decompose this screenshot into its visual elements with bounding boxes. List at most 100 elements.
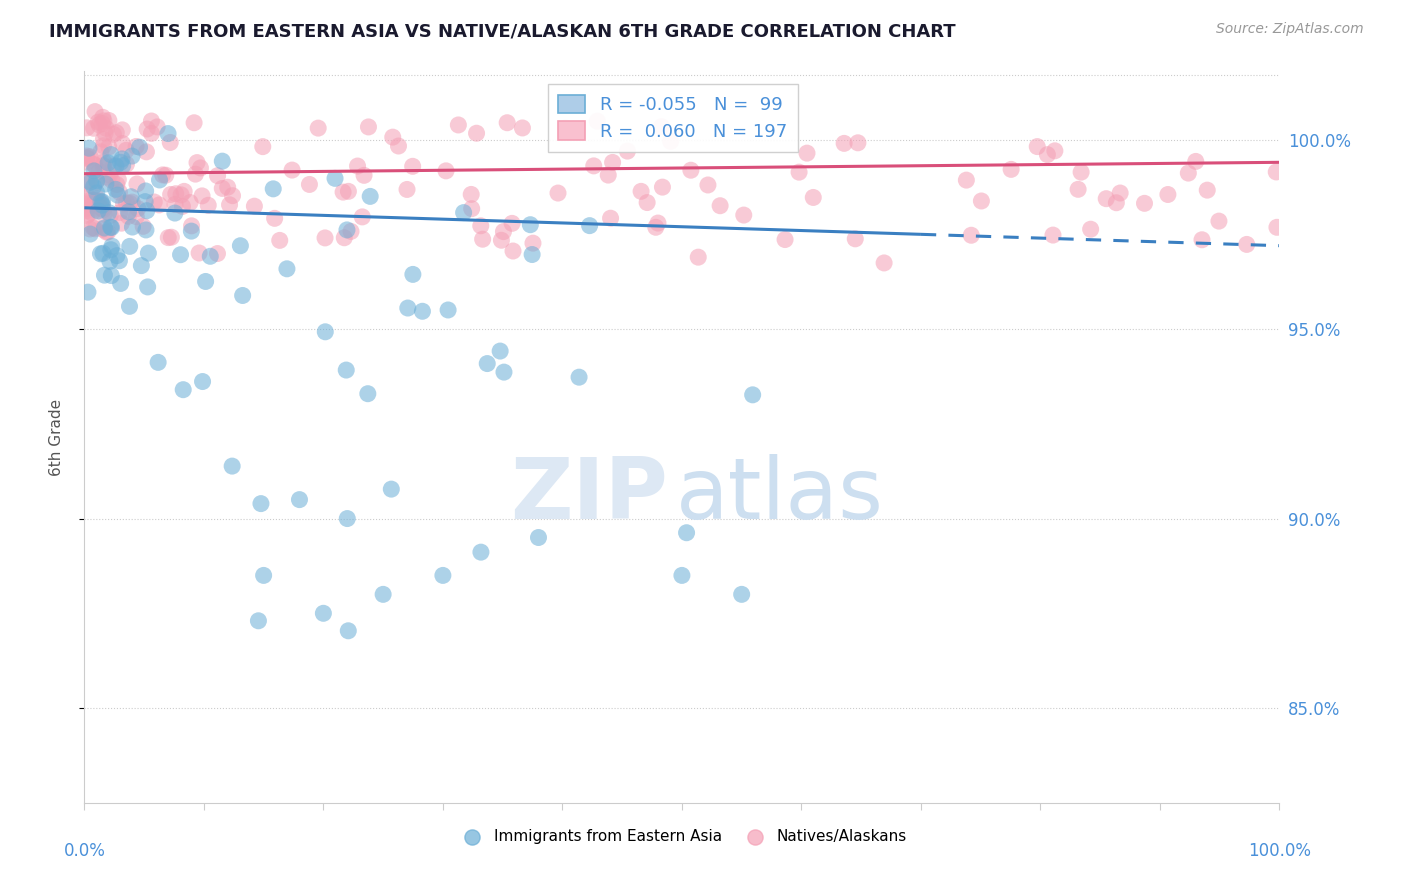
Point <box>1208 214 1230 228</box>
Point <box>1105 195 1128 210</box>
Point <box>77 207 100 221</box>
Point <box>76 120 98 135</box>
Point <box>844 232 866 246</box>
Point <box>89 164 111 178</box>
Point <box>731 587 754 601</box>
Point <box>134 194 156 209</box>
Point <box>76 202 98 216</box>
Point <box>84 175 107 189</box>
Point <box>1026 139 1049 153</box>
Point <box>221 188 243 202</box>
Point <box>1042 228 1064 243</box>
Point <box>148 173 170 187</box>
Point <box>131 259 153 273</box>
Point <box>105 126 128 140</box>
Point <box>97 140 120 154</box>
Point <box>83 164 105 178</box>
Point <box>197 198 219 212</box>
Point <box>108 205 131 219</box>
Point <box>115 143 138 157</box>
Point <box>111 152 134 166</box>
Point <box>211 154 233 169</box>
Point <box>184 167 207 181</box>
Point <box>373 587 395 601</box>
Point <box>93 113 115 128</box>
Point <box>1080 222 1102 236</box>
Point <box>100 147 122 161</box>
Point <box>1070 165 1092 179</box>
Point <box>527 531 550 545</box>
Point <box>146 355 169 369</box>
Point <box>96 121 118 136</box>
Point <box>477 357 499 371</box>
Point <box>387 139 409 153</box>
Point <box>110 216 132 230</box>
Point <box>396 301 419 315</box>
Point <box>98 209 121 223</box>
Point <box>110 155 132 169</box>
Point <box>232 288 254 302</box>
Point <box>82 220 104 235</box>
Point <box>90 145 112 159</box>
Point <box>104 159 127 173</box>
Point <box>873 256 896 270</box>
Point <box>100 268 122 283</box>
Point <box>636 195 658 210</box>
Point <box>491 233 513 247</box>
Point <box>512 120 534 135</box>
Point <box>103 159 125 173</box>
Point <box>395 182 418 196</box>
Point <box>108 186 131 200</box>
Point <box>86 174 108 188</box>
Point <box>955 173 977 187</box>
Point <box>262 182 284 196</box>
Point <box>191 189 214 203</box>
Point <box>125 177 148 191</box>
Point <box>846 136 869 150</box>
Point <box>91 116 114 130</box>
Text: ZIP: ZIP <box>510 454 668 537</box>
Point <box>93 207 115 221</box>
Point <box>336 223 359 237</box>
Point <box>77 193 100 207</box>
Point <box>186 155 208 169</box>
Point <box>337 185 360 199</box>
Point <box>188 246 211 260</box>
Point <box>492 225 515 239</box>
Point <box>79 222 101 236</box>
Point <box>501 216 523 230</box>
Point <box>76 203 98 218</box>
Point <box>87 115 110 129</box>
Point <box>647 216 669 230</box>
Point <box>314 325 336 339</box>
Point <box>263 211 285 226</box>
Point <box>630 185 652 199</box>
Point <box>163 197 186 211</box>
Text: IMMIGRANTS FROM EASTERN ASIA VS NATIVE/ALASKAN 6TH GRADE CORRELATION CHART: IMMIGRANTS FROM EASTERN ASIA VS NATIVE/A… <box>49 22 956 40</box>
Point <box>76 155 98 169</box>
Point <box>207 169 229 183</box>
Point <box>1000 162 1022 177</box>
Point <box>1043 144 1066 158</box>
Point <box>135 223 157 237</box>
Point <box>112 196 135 211</box>
Point <box>89 118 111 132</box>
Point <box>247 614 270 628</box>
Text: atlas: atlas <box>676 454 884 537</box>
Point <box>253 568 276 582</box>
Point <box>107 172 129 186</box>
Point <box>1133 196 1156 211</box>
Point <box>83 179 105 194</box>
Point <box>801 190 824 204</box>
Point <box>741 388 763 402</box>
Point <box>179 195 201 210</box>
Point <box>121 149 143 163</box>
Point <box>103 128 125 142</box>
Point <box>83 121 105 136</box>
Point <box>1236 237 1258 252</box>
Point <box>118 299 141 313</box>
Point <box>218 198 240 212</box>
Point <box>1109 186 1132 200</box>
Point <box>121 220 143 235</box>
Point <box>402 159 425 173</box>
